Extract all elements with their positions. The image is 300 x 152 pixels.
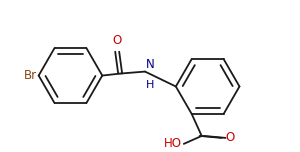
Text: HO: HO — [164, 137, 182, 150]
Text: O: O — [112, 34, 122, 47]
Text: Br: Br — [23, 69, 37, 82]
Text: N: N — [146, 58, 155, 71]
Text: H: H — [146, 79, 154, 90]
Text: O: O — [226, 131, 235, 144]
